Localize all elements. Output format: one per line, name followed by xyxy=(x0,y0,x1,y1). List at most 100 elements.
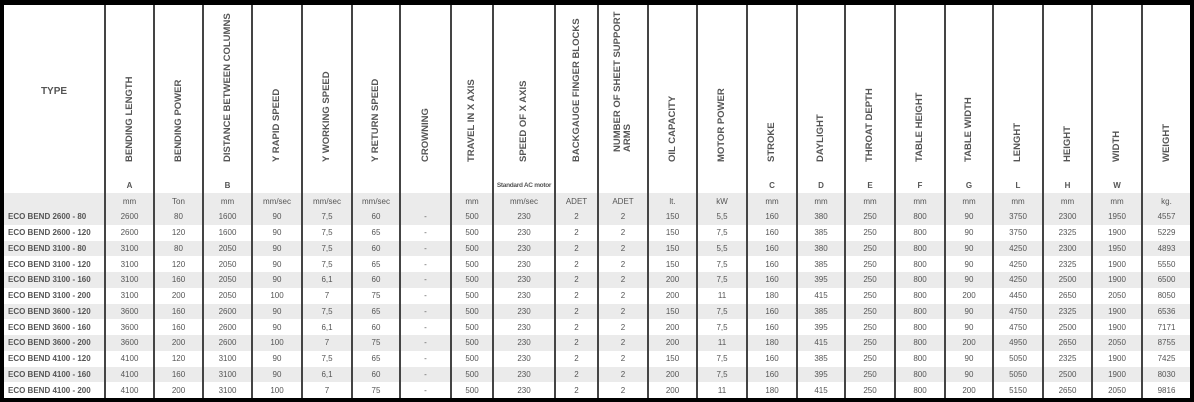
dimension-letter: H xyxy=(1042,178,1092,193)
table-cell: 380 xyxy=(796,240,845,257)
table-row: ECO BEND 3100 - 160 3100 160 2050 90 6,1 60-50… xyxy=(4,272,1190,288)
table-cell: 4950 xyxy=(992,335,1043,351)
table-cell: 4250 xyxy=(992,272,1043,288)
table-cell: 230 xyxy=(492,272,555,288)
table-cell: 800 xyxy=(894,366,945,383)
table-cell: 4100 xyxy=(104,366,154,383)
table-cell: 150 xyxy=(647,224,697,241)
table-cell: 90 xyxy=(251,366,302,383)
table-cell: 3750 xyxy=(992,209,1043,225)
dimension-letter xyxy=(1141,178,1190,193)
table-cell: 800 xyxy=(894,272,945,288)
table-row: ECO BEND 3100 - 80 3100 80 2050 90 7,5 60-500 2… xyxy=(4,240,1190,257)
table-cell: 2 xyxy=(554,350,598,367)
table-cell: 230 xyxy=(492,224,555,241)
units-row: mm Ton mm mm/sec mm/sec mm/sec mm mm/sec ADET ADE… xyxy=(4,193,1190,209)
table-cell: 200 xyxy=(944,382,993,398)
table-cell: 11 xyxy=(696,335,747,351)
column-header: TRAVEL IN X AXIS xyxy=(450,5,493,178)
unit-label: mm/sec xyxy=(492,193,555,209)
column-header-label: STROKE xyxy=(766,122,777,162)
empty-cell xyxy=(4,193,105,209)
table-cell: 4893 xyxy=(1141,240,1190,257)
table-cell: 7,5 xyxy=(696,224,747,241)
table-cell: 7,5 xyxy=(301,240,352,257)
dimension-letter: G xyxy=(944,178,993,193)
dimension-letter xyxy=(647,178,697,193)
table-cell: 2 xyxy=(597,382,648,398)
table-cell: 160 xyxy=(153,272,203,288)
table-cell: 250 xyxy=(844,240,895,257)
table-cell: 395 xyxy=(796,366,845,383)
table-cell: 3100 xyxy=(104,240,154,257)
table-cell: 5050 xyxy=(992,366,1043,383)
table-cell: 800 xyxy=(894,256,945,272)
column-header: STROKE xyxy=(746,5,797,178)
table-cell: 500 xyxy=(450,240,493,257)
table-cell: - xyxy=(399,272,451,288)
model-name: ECO BEND 2600 - 120 xyxy=(8,228,91,238)
table-cell: 7,5 xyxy=(696,256,747,272)
table-cell: 230 xyxy=(492,209,555,225)
table-cell: 90 xyxy=(944,224,993,241)
column-header-label: SPEED OF X AXIS xyxy=(518,80,529,162)
table-cell: 60 xyxy=(351,209,400,225)
table-cell: 2325 xyxy=(1042,350,1092,367)
table-cell: 2300 xyxy=(1042,240,1092,257)
table-cell: 250 xyxy=(844,319,895,335)
table-cell: 250 xyxy=(844,209,895,225)
table-cell: 500 xyxy=(450,287,493,304)
model-name: ECO BEND 3600 - 160 xyxy=(8,322,91,332)
table-cell: 90 xyxy=(944,209,993,225)
dimension-letter: F xyxy=(894,178,945,193)
table-cell: 800 xyxy=(894,209,945,225)
column-header: DISTANCE BETWEEN COLUMNS xyxy=(202,5,252,178)
unit-label: mm/sec xyxy=(351,193,400,209)
table-row: ECO BEND 2600 - 120 2600 120 1600 90 7,5 65-50… xyxy=(4,224,1190,241)
table-cell: 250 xyxy=(844,350,895,367)
table-cell: - xyxy=(399,366,451,383)
table-cell: 6,1 xyxy=(301,366,352,383)
table-cell: 200 xyxy=(153,287,203,304)
table-cell: 2050 xyxy=(202,272,252,288)
dimension-letter: C xyxy=(746,178,797,193)
table-cell: 2 xyxy=(554,366,598,383)
table-cell: 100 xyxy=(251,382,302,398)
table-cell: 200 xyxy=(647,335,697,351)
table-cell: 65 xyxy=(351,303,400,320)
unit-label: mm xyxy=(450,193,493,209)
dimension-letter xyxy=(399,178,451,193)
column-header: BACKGAUGE FINGER BLOCKS xyxy=(554,5,598,178)
table-row: ECO BEND 4100 - 200 4100 200 3100 100 7 75-500… xyxy=(4,382,1190,398)
table-cell: 8755 xyxy=(1141,335,1190,351)
table-cell: 7,5 xyxy=(696,272,747,288)
column-header: LENGHT xyxy=(992,5,1043,178)
table-cell: 230 xyxy=(492,366,555,383)
table-cell: 7,5 xyxy=(696,319,747,335)
table-cell: 4750 xyxy=(992,303,1043,320)
unit-label: ADET xyxy=(554,193,598,209)
table-cell: 250 xyxy=(844,335,895,351)
table-cell: 65 xyxy=(351,224,400,241)
table-cell: 3100 xyxy=(202,350,252,367)
table-cell: 250 xyxy=(844,224,895,241)
table-cell: 800 xyxy=(894,350,945,367)
table-cell: 250 xyxy=(844,303,895,320)
table-cell: 230 xyxy=(492,335,555,351)
table-cell: 5150 xyxy=(992,382,1043,398)
table-cell: 1900 xyxy=(1091,256,1142,272)
table-cell: 4750 xyxy=(992,319,1043,335)
table-cell: 385 xyxy=(796,303,845,320)
table-cell: 200 xyxy=(153,382,203,398)
table-cell: 1950 xyxy=(1091,209,1142,225)
dimension-letter xyxy=(351,178,400,193)
table-cell: 2 xyxy=(554,303,598,320)
column-header-label: Y RETURN SPEED xyxy=(370,78,381,162)
table-cell: 1900 xyxy=(1091,366,1142,383)
table-cell: 4450 xyxy=(992,287,1043,304)
table-cell: 2 xyxy=(554,240,598,257)
table-row: ECO BEND 2600 - 80 2600 80 1600 90 7,5 60-500 2… xyxy=(4,209,1190,225)
table-cell: 11 xyxy=(696,382,747,398)
table-cell: 3100 xyxy=(104,272,154,288)
table-cell: 180 xyxy=(746,382,797,398)
